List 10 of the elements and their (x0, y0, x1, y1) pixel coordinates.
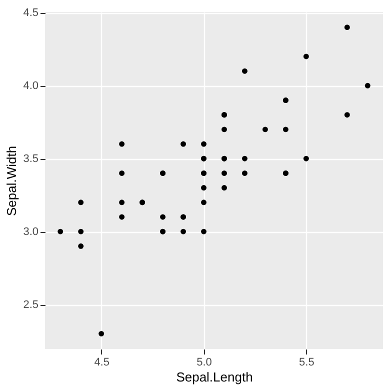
y-tick-label: 3.5 (23, 153, 38, 166)
y-tick-label: 4.5 (23, 7, 38, 20)
x-tick-label: 5.5 (299, 356, 314, 368)
y-tick-label: 4.0 (23, 80, 38, 92)
x-tick-label: 4.5 (94, 356, 110, 368)
x-axis-title: Sepal.Length (176, 370, 253, 384)
y-axis-title: Sepal.Width (4, 146, 20, 216)
y-tick-label: 3.0 (23, 226, 38, 238)
x-tick-label: 5.0 (196, 356, 212, 368)
y-tick-label: 2.5 (23, 299, 38, 312)
